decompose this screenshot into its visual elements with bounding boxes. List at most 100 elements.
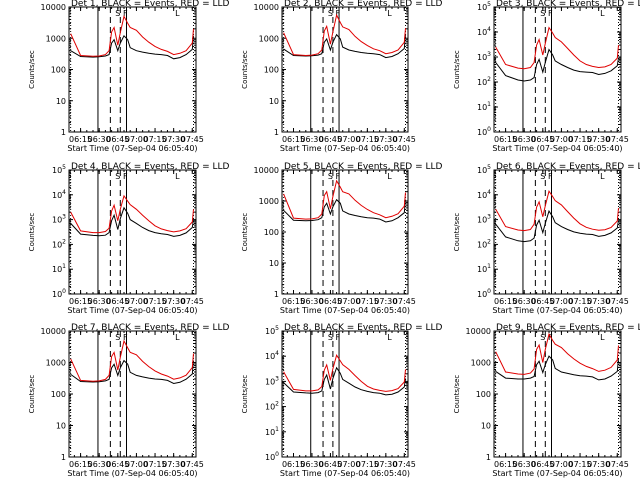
- y-tick-label: 10000: [466, 327, 491, 336]
- x-tick-label: 06:45: [106, 135, 129, 144]
- x-tick-label: 06:15: [494, 297, 517, 306]
- y-tick-label: 100: [477, 126, 491, 137]
- chart-title: Det 6, BLACK = Events, RED = LLD: [496, 162, 640, 172]
- lld-series-line: [70, 339, 194, 382]
- lld-series-line: [495, 26, 619, 70]
- x-tick-label: 07:45: [181, 297, 204, 306]
- x-tick-label: 06:15: [282, 460, 305, 469]
- x-tick-label: 06:30: [300, 135, 323, 144]
- time-marker-label: F: [123, 172, 128, 181]
- lld-series-line: [70, 194, 194, 234]
- x-tick-label: 07:00: [550, 297, 573, 306]
- chart-panel: Det 9, BLACK = Events, RED = LLD 1 10 100 10…: [453, 323, 640, 478]
- y-axis-label: Counts/sec: [453, 213, 461, 252]
- x-axis-label: Start Time (07-Sep-04 06:05:40): [67, 469, 197, 478]
- x-tick-label: 06:30: [300, 297, 323, 306]
- x-tick-label: 07:30: [587, 460, 610, 469]
- y-tick-label: 10: [269, 259, 279, 268]
- x-tick-label: 07:45: [606, 460, 629, 469]
- time-marker-label: S: [115, 9, 120, 18]
- y-tick-label: 101: [265, 426, 279, 437]
- y-tick-label: 10000: [41, 327, 66, 336]
- y-axis-label: Counts/sec: [28, 375, 36, 414]
- chart-title: Det 2, BLACK = Events, RED = LLD: [284, 0, 443, 9]
- lld-series-line: [283, 353, 406, 392]
- lld-series-line: [70, 14, 194, 57]
- time-marker-label: L: [600, 333, 605, 342]
- x-tick-label: 06:45: [319, 297, 342, 306]
- time-marker-label: F: [336, 333, 341, 342]
- y-tick-label: 10000: [254, 3, 279, 12]
- chart-panel: Det 4, BLACK = Events, RED = LLD 100 101 10…: [28, 162, 230, 315]
- y-tick-label: 1000: [259, 197, 279, 206]
- y-tick-label: 10: [269, 97, 279, 106]
- y-tick-label: 102: [477, 238, 491, 249]
- events-series-line: [283, 366, 406, 396]
- x-tick-label: 07:30: [374, 460, 397, 469]
- y-tick-label: 1: [61, 128, 66, 137]
- x-tick-label: 07:45: [181, 135, 204, 144]
- y-tick-label: 100: [52, 288, 66, 299]
- y-tick-label: 100: [264, 228, 279, 237]
- x-tick-label: 06:45: [319, 460, 342, 469]
- x-tick-label: 07:15: [144, 460, 167, 469]
- x-tick-label: 07:15: [144, 135, 167, 144]
- x-axis-label: Start Time (07-Sep-04 06:05:40): [280, 306, 410, 315]
- x-tick-label: 07:00: [125, 297, 148, 306]
- y-tick-label: 1: [486, 453, 491, 462]
- y-tick-label: 101: [52, 263, 66, 274]
- x-tick-label: 07:15: [356, 135, 379, 144]
- plot-frame: [493, 330, 622, 458]
- chart-title: Det 9, BLACK = Events, RED = LLD: [496, 323, 640, 333]
- x-tick-label: 07:30: [374, 135, 397, 144]
- chart-title: Det 3, BLACK = Events, RED = LLD: [496, 0, 640, 9]
- plot-frame: [281, 169, 409, 295]
- plot-frame: [68, 330, 197, 458]
- x-tick-label: 07:15: [356, 297, 379, 306]
- x-tick-label: 07:15: [569, 460, 592, 469]
- time-marker-label: L: [175, 9, 180, 18]
- x-axis-label: Start Time (07-Sep-04 06:05:40): [67, 144, 197, 153]
- chart-title: Det 8, BLACK = Events, RED = LLD: [284, 323, 443, 333]
- events-series-line: [283, 198, 406, 223]
- y-tick-label: 105: [52, 164, 66, 175]
- y-tick-label: 1000: [46, 34, 66, 43]
- x-tick-label: 06:30: [88, 135, 111, 144]
- time-marker-label: F: [123, 9, 128, 18]
- events-series-line: [495, 209, 619, 243]
- y-tick-label: 100: [476, 390, 491, 399]
- x-tick-label: 06:30: [513, 460, 536, 469]
- time-marker-label: F: [336, 172, 341, 181]
- chart-panel: Det 5, BLACK = Events, RED = LLD 1 10 100 10…: [241, 162, 443, 315]
- x-tick-label: 07:15: [356, 460, 379, 469]
- plot-frame: [68, 169, 197, 295]
- events-series-line: [495, 355, 619, 381]
- events-series-line: [495, 48, 619, 82]
- x-tick-label: 06:15: [69, 460, 92, 469]
- x-tick-label: 06:45: [531, 135, 554, 144]
- y-axis-label: Counts/sec: [241, 375, 249, 414]
- x-tick-label: 06:15: [282, 297, 305, 306]
- y-tick-label: 100: [51, 390, 66, 399]
- y-tick-label: 105: [477, 1, 491, 12]
- x-tick-label: 07:00: [550, 135, 573, 144]
- x-tick-label: 07:45: [393, 297, 416, 306]
- y-tick-label: 10000: [254, 166, 279, 175]
- y-tick-label: 1000: [46, 359, 66, 368]
- y-tick-label: 100: [477, 288, 491, 299]
- plot-frame: [281, 330, 409, 458]
- time-marker-label: L: [175, 172, 180, 181]
- lld-series-line: [283, 13, 406, 57]
- plot-frame: [493, 6, 622, 133]
- y-tick-label: 10: [56, 97, 66, 106]
- lld-series-line: [495, 190, 619, 232]
- chart-title: Det 7, BLACK = Events, RED = LLD: [71, 323, 230, 333]
- lld-series-line: [283, 179, 406, 220]
- y-tick-label: 103: [477, 51, 491, 62]
- y-tick-label: 100: [265, 451, 279, 462]
- y-tick-label: 105: [265, 325, 279, 336]
- y-tick-label: 100: [264, 66, 279, 75]
- y-tick-label: 104: [477, 189, 491, 200]
